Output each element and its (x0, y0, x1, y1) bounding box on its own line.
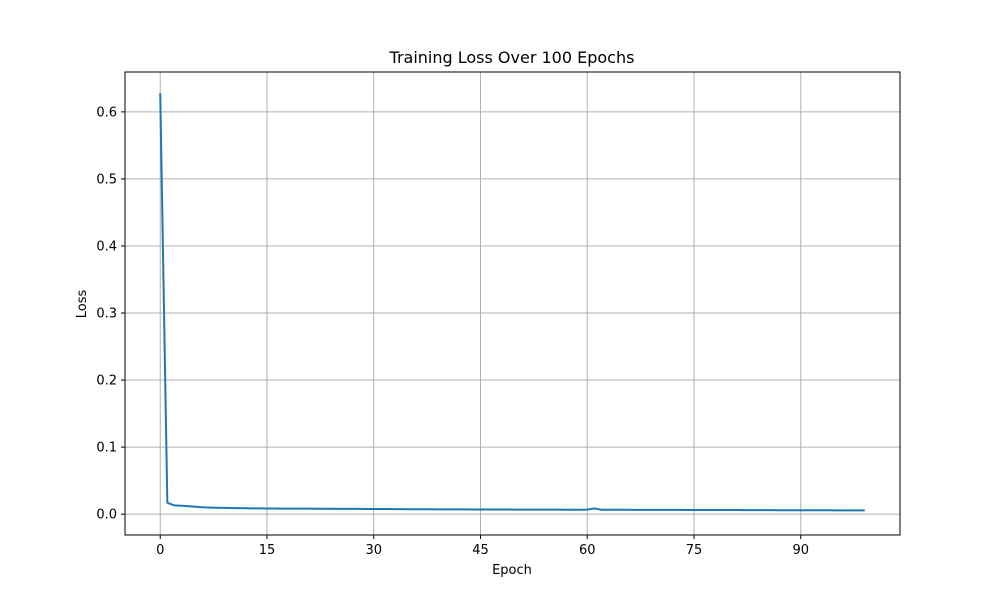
x-tick-label: 75 (686, 543, 703, 558)
chart-title: Training Loss Over 100 Epochs (389, 48, 635, 67)
y-tick-label: 0.2 (96, 374, 117, 389)
grid-layer (125, 72, 900, 535)
x-tick-label: 60 (579, 543, 596, 558)
y-tick-label: 0.3 (96, 307, 117, 322)
x-tick-label: 45 (472, 543, 489, 558)
y-tick-label: 0.0 (96, 508, 117, 523)
plot-frame (124, 71, 901, 536)
x-axis-ticks: 0 15 30 45 60 75 90 (156, 535, 809, 558)
loss-series-line (159, 93, 865, 512)
y-tick-label: 0.4 (96, 239, 117, 254)
y-tick-label: 0.1 (96, 441, 117, 456)
x-tick-label: 90 (792, 543, 809, 558)
y-tick-label: 0.6 (96, 105, 117, 120)
x-axis-label: Epoch (492, 563, 532, 578)
x-tick-label: 0 (156, 543, 164, 558)
y-tick-label: 0.5 (96, 172, 117, 187)
x-tick-label: 15 (259, 543, 276, 558)
series-layer (159, 93, 865, 512)
y-axis-label: Loss (75, 290, 90, 319)
x-tick-label: 30 (365, 543, 382, 558)
y-axis-ticks: 0.0 0.1 0.2 0.3 0.4 0.5 0.6 (96, 105, 125, 523)
